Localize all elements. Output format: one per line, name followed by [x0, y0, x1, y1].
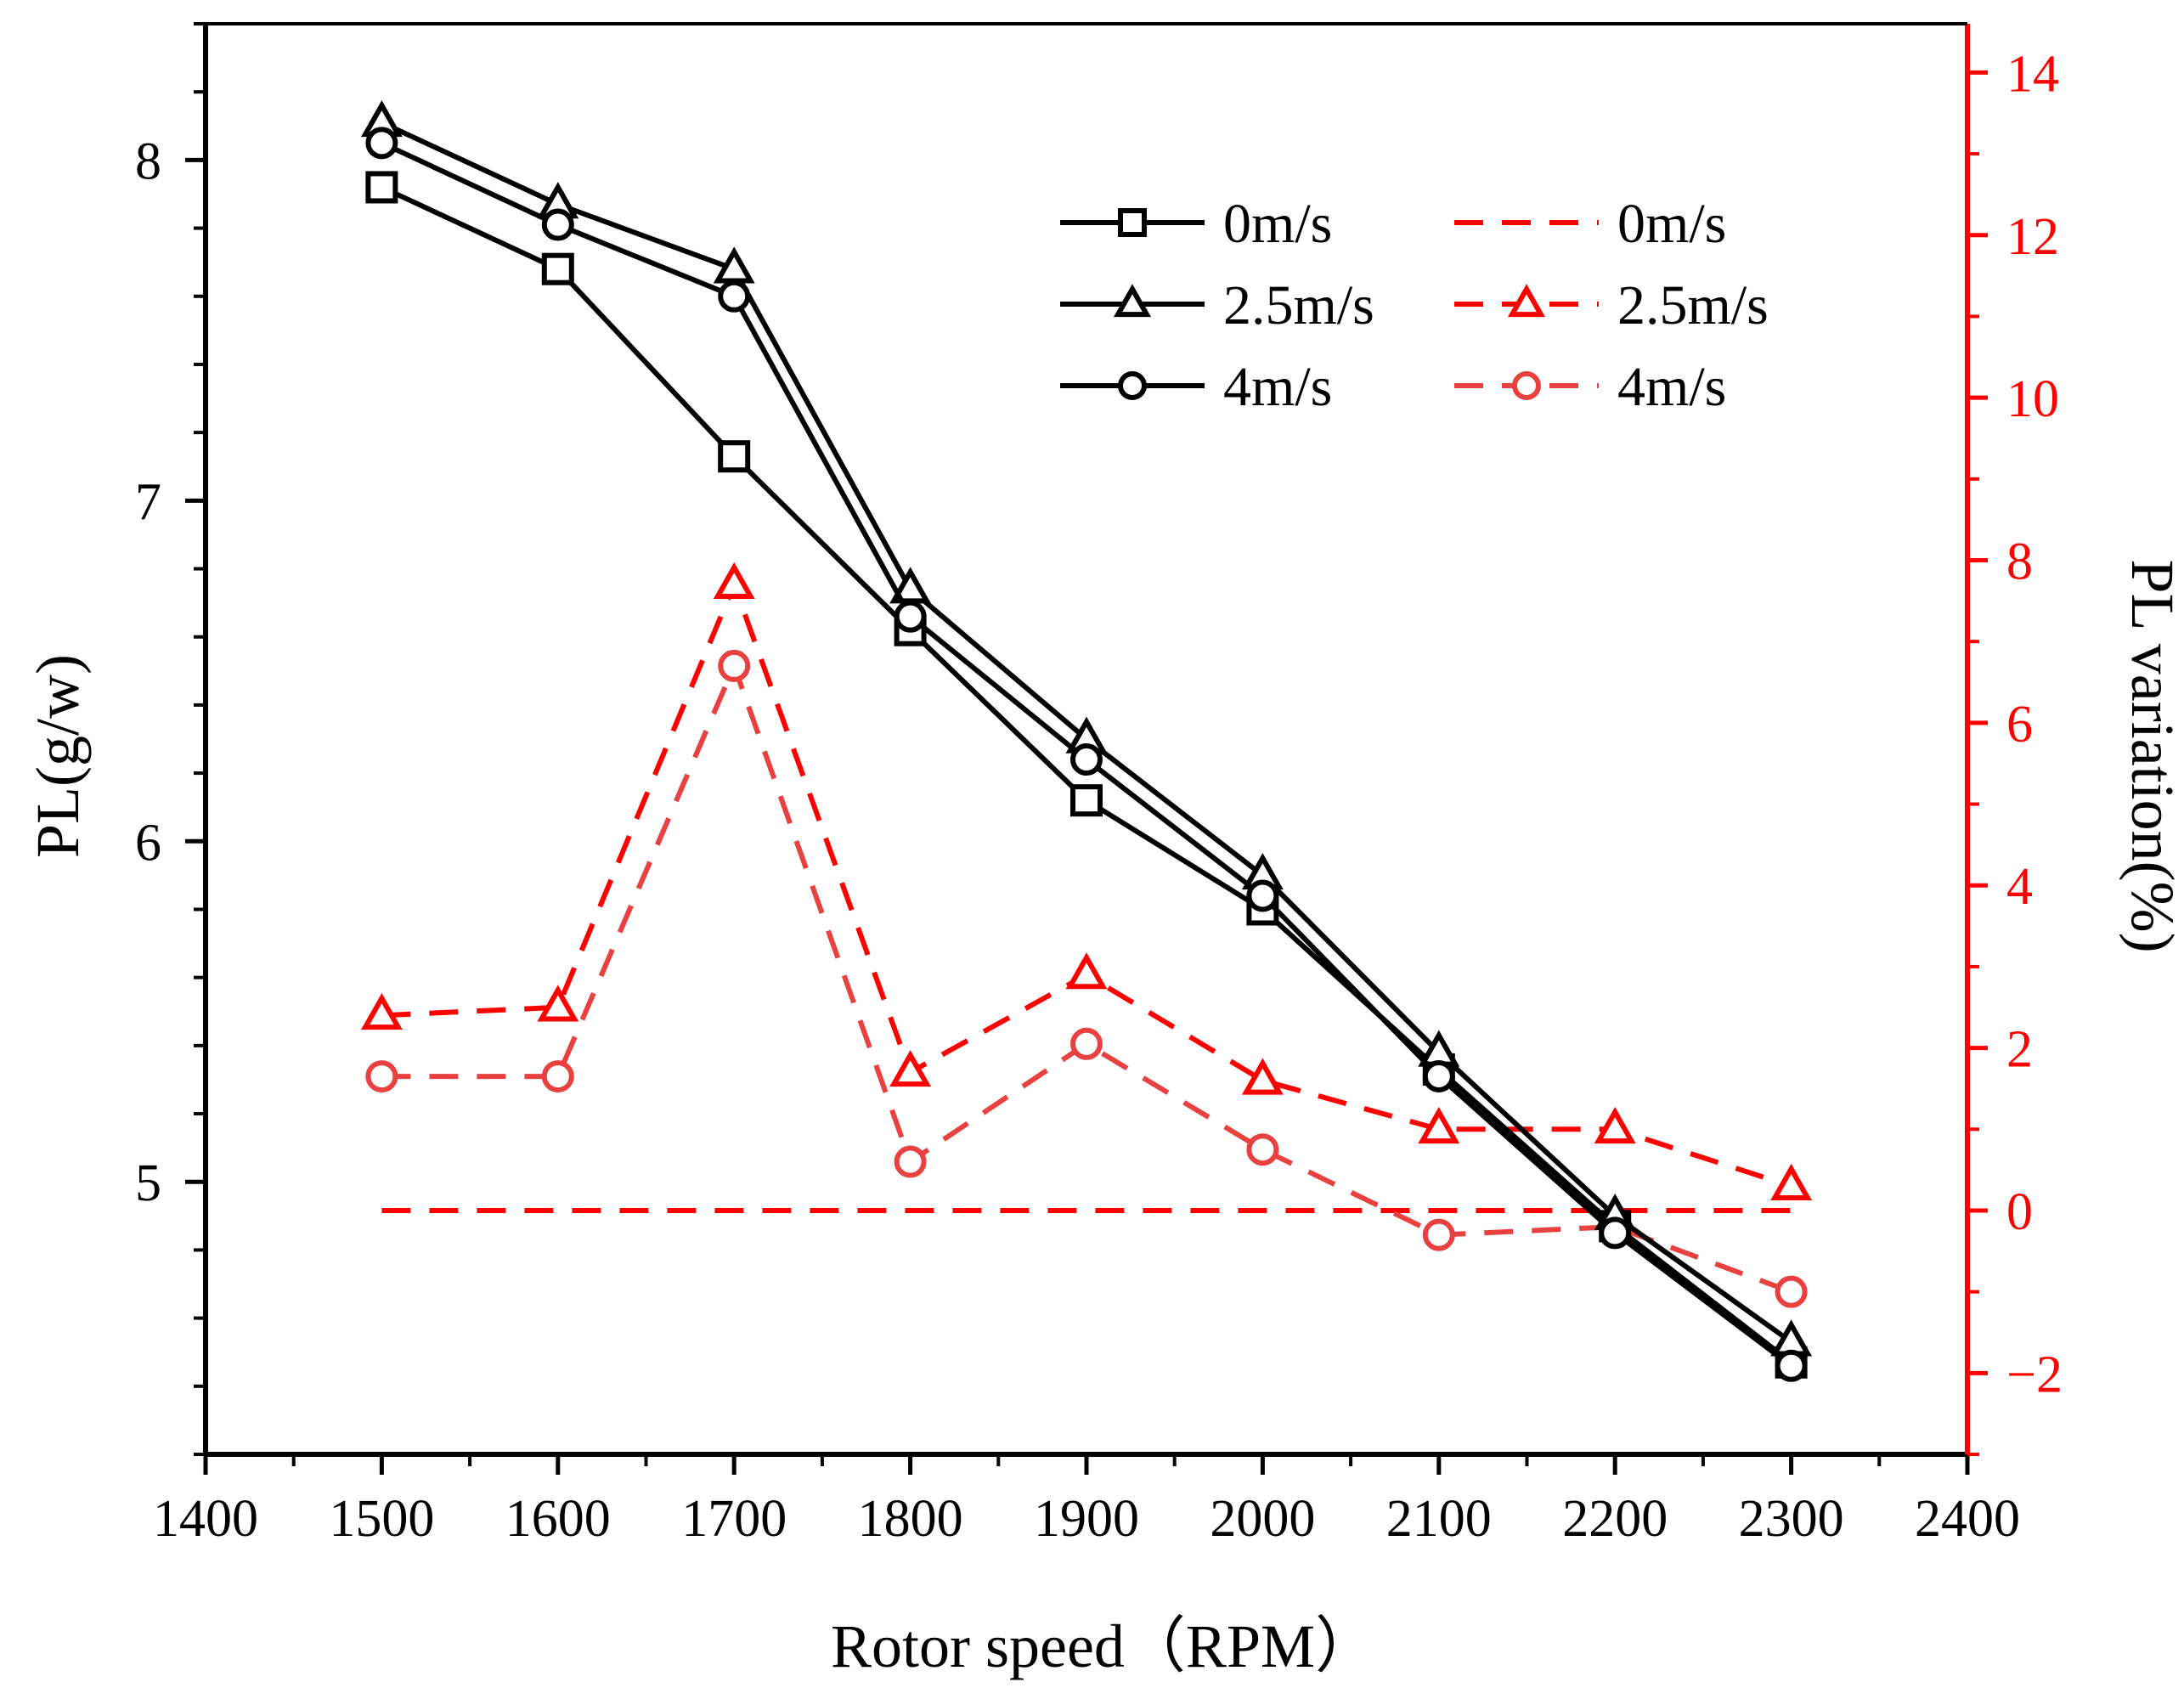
- y-right-tick-label: 0: [2006, 1183, 2033, 1241]
- data-point: [718, 279, 751, 313]
- legend-marker: [1118, 371, 1147, 400]
- y-axis-left-title: PL(g/w): [24, 654, 92, 858]
- data-point: [1770, 1163, 1813, 1201]
- y-right-tick-label: 8: [2006, 533, 2033, 591]
- legend-marker: [1507, 284, 1546, 318]
- data-point: [1775, 1349, 1808, 1382]
- x-tick-label: 1900: [1034, 1490, 1139, 1548]
- y-left-tick-label: 5: [135, 1154, 161, 1212]
- x-axis-title: Rotor speed（RPM）: [831, 1612, 1376, 1680]
- series-pl-4ms: [365, 127, 1808, 1382]
- x-tick-label: 2400: [1915, 1490, 2020, 1548]
- data-point: [713, 562, 755, 600]
- legend-label: 4m/s: [1617, 356, 1726, 418]
- data-point: [889, 1049, 932, 1087]
- legend: 0m/s 0m/s 2.5m/s 2.5m/s 4m/s 4m/s: [1060, 193, 1769, 418]
- legend-label: 2.5m/s: [1617, 274, 1769, 336]
- legend-marker: [1113, 284, 1152, 318]
- x-tick-label: 2300: [1739, 1490, 1844, 1548]
- y-right-tick-label: 12: [2006, 208, 2059, 266]
- x-tick-label: 2200: [1562, 1490, 1668, 1548]
- data-point: [1599, 1216, 1632, 1250]
- data-point: [1070, 1027, 1103, 1060]
- data-point: [365, 171, 398, 204]
- y-right-tick-label: 2: [2006, 1021, 2033, 1079]
- legend-label: 2.5m/s: [1223, 274, 1374, 336]
- y-right-tick-label: 10: [2006, 370, 2059, 428]
- y-right-tick-label: 6: [2006, 696, 2033, 754]
- series-layer: [360, 99, 1813, 1382]
- x-tick-label: 1600: [505, 1490, 611, 1548]
- y-left-tick-label: 7: [135, 473, 161, 531]
- x-tick-label: 1400: [153, 1490, 258, 1548]
- x-tick-label: 1700: [681, 1490, 787, 1548]
- data-point: [1594, 1106, 1636, 1144]
- data-point: [1775, 1275, 1808, 1308]
- data-point: [894, 600, 927, 633]
- data-point: [541, 208, 574, 241]
- series-line: [381, 577, 1792, 1189]
- series-variation-2-5ms: [360, 562, 1813, 1201]
- data-point: [894, 1145, 927, 1178]
- data-point: [1246, 1133, 1279, 1166]
- data-point: [365, 127, 398, 160]
- data-point: [1422, 1059, 1455, 1092]
- legend-label: 4m/s: [1223, 356, 1332, 418]
- data-point: [360, 993, 403, 1030]
- legend-label: 0m/s: [1617, 193, 1726, 255]
- x-tick-label: 1800: [858, 1490, 963, 1548]
- y-left-tick-label: 8: [135, 133, 161, 190]
- y-right-tick-label: 4: [2006, 858, 2033, 916]
- data-point: [718, 440, 751, 473]
- axes-layer: 1400 1500 1600 1700 1800 1900 2000 2100 2200 2300…: [135, 22, 2063, 1548]
- series-line: [381, 658, 1792, 1295]
- data-point: [1770, 1319, 1813, 1357]
- data-point: [1070, 784, 1103, 817]
- data-point: [1065, 952, 1108, 990]
- data-point: [718, 649, 751, 682]
- legend-label: 0m/s: [1223, 193, 1332, 255]
- y-axis-right-title: PL variation(%): [2119, 559, 2184, 952]
- legend-marker: [1118, 208, 1147, 237]
- data-point: [1422, 1218, 1455, 1251]
- legend-marker: [1512, 371, 1541, 400]
- y-right-tick-label: −2: [2006, 1346, 2063, 1403]
- data-point: [1241, 1058, 1284, 1095]
- data-point: [537, 985, 579, 1022]
- data-point: [365, 1060, 398, 1093]
- data-point: [1246, 879, 1279, 912]
- data-point: [541, 252, 574, 285]
- x-tick-label: 2000: [1210, 1490, 1315, 1548]
- x-tick-label: 2100: [1386, 1490, 1492, 1548]
- data-point: [1418, 1106, 1460, 1144]
- y-left-tick-label: 6: [135, 814, 161, 872]
- data-point: [541, 1060, 574, 1093]
- y-right-tick-label: 14: [2006, 45, 2059, 103]
- x-tick-label: 1500: [329, 1490, 434, 1548]
- data-point: [1070, 743, 1103, 776]
